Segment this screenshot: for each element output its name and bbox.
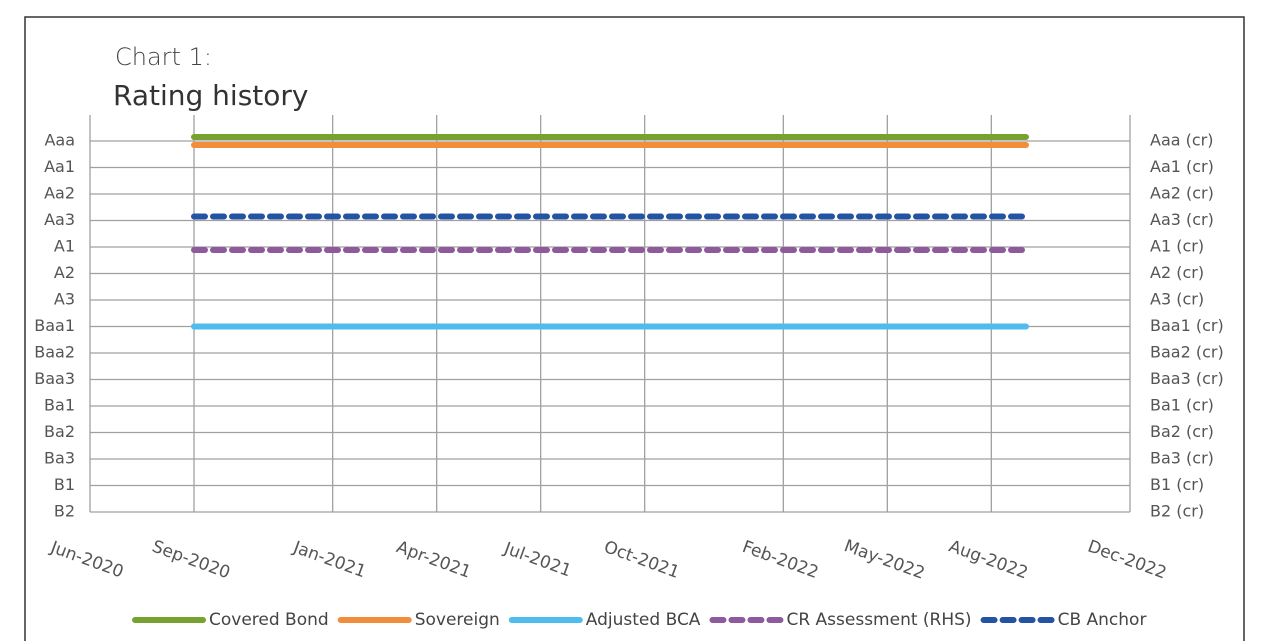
x-tick-label: May-2022 — [841, 536, 927, 584]
x-tick-label: Aug-2022 — [946, 536, 1030, 583]
y2-tick-label: A2 (cr) — [1150, 263, 1204, 282]
y2-tick-label: Baa1 (cr) — [1150, 316, 1224, 335]
y-tick-label: Aa3 — [44, 210, 75, 229]
y2-tick-label: Ba2 (cr) — [1150, 422, 1214, 441]
x-tick-label: Sep-2020 — [149, 537, 232, 584]
x-tick-label: Jun-2020 — [47, 537, 126, 582]
y2-tick-label: Aa3 (cr) — [1150, 210, 1214, 229]
y-tick-label: Ba1 — [44, 396, 75, 415]
legend-label: Sovereign — [415, 610, 500, 630]
y-tick-label: Ba3 — [44, 449, 75, 468]
x-tick-label: Jul-2021 — [500, 538, 573, 581]
y2-tick-label: Aa1 (cr) — [1150, 157, 1214, 176]
y-tick-label: B2 — [54, 502, 75, 521]
y-tick-label: Aa2 — [44, 184, 75, 203]
frame — [24, 16, 1245, 641]
legend-label: Adjusted BCA — [586, 610, 701, 630]
y2-tick-label: Baa3 (cr) — [1150, 369, 1224, 388]
x-tick-label: Apr-2021 — [394, 537, 474, 582]
y-tick-label: Baa1 — [34, 316, 75, 335]
y-tick-label: A2 — [54, 263, 75, 282]
y2-tick-label: Ba1 (cr) — [1150, 396, 1214, 415]
y-tick-label: Baa2 — [34, 343, 75, 362]
y2-tick-label: A1 (cr) — [1150, 237, 1204, 256]
x-tick-label: Oct-2021 — [601, 537, 682, 583]
y-tick-label: Ba2 — [44, 422, 75, 441]
chart-title: Chart 1: — [115, 43, 212, 71]
y2-tick-label: A3 (cr) — [1150, 290, 1204, 309]
y-tick-label: A1 — [54, 237, 75, 256]
y2-tick-label: B2 (cr) — [1150, 502, 1204, 521]
y-tick-label: Aa1 — [44, 157, 75, 176]
legend-label: Covered Bond — [209, 610, 329, 630]
legend-label: CB Anchor — [1058, 610, 1147, 630]
y2-tick-label: Ba3 (cr) — [1150, 449, 1214, 468]
y-tick-label: B1 — [54, 475, 75, 494]
y-tick-label: Baa3 — [34, 369, 75, 388]
legend-label: CR Assessment (RHS) — [786, 610, 971, 630]
y2-tick-label: B1 (cr) — [1150, 475, 1204, 494]
y2-tick-label: Aa2 (cr) — [1150, 184, 1214, 203]
chart-subtitle: Rating history — [113, 79, 308, 112]
x-tick-label: Dec-2022 — [1085, 537, 1169, 584]
x-tick-label: Feb-2022 — [740, 537, 822, 583]
y-tick-label: Aaa — [44, 131, 75, 150]
y-tick-label: A3 — [54, 290, 75, 309]
x-tick-label: Jan-2021 — [290, 537, 369, 582]
y2-tick-label: Baa2 (cr) — [1150, 343, 1224, 362]
y2-tick-label: Aaa (cr) — [1150, 131, 1214, 150]
